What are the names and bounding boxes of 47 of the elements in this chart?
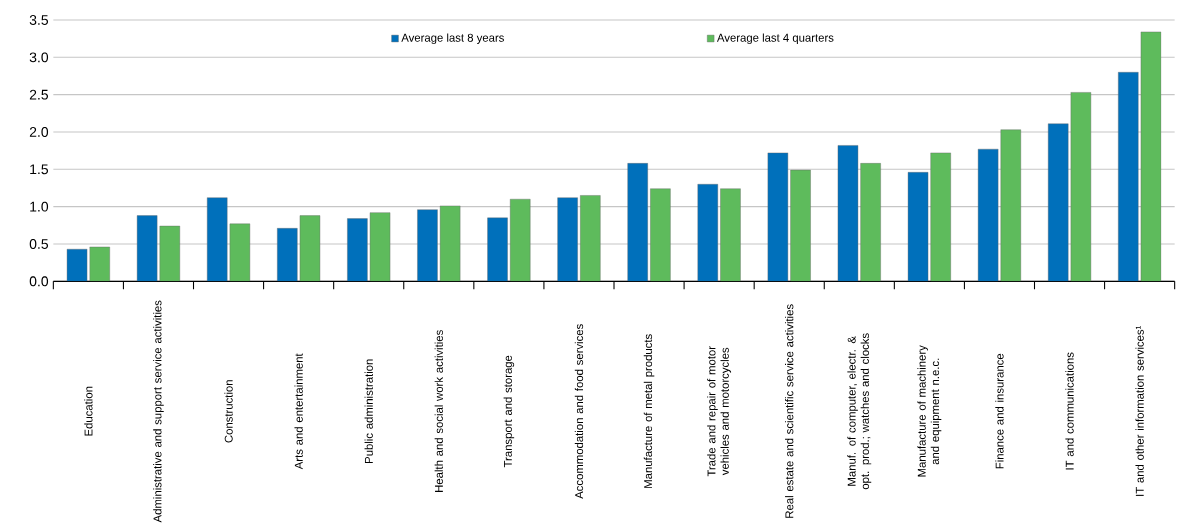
x-tick-label: IT and other information services¹ — [1135, 325, 1144, 496]
y-tick-label: 0.0 — [29, 276, 49, 287]
x-tick-label: Administrative and support service activities — [153, 300, 164, 523]
bar — [580, 195, 601, 282]
y-tick-label: 2.0 — [29, 127, 49, 137]
bar — [720, 188, 741, 282]
y-tick-label: 0.5 — [29, 239, 49, 249]
bar — [510, 198, 531, 282]
x-tick-label: Education — [84, 386, 93, 436]
bar — [930, 152, 951, 282]
y-tick-label: 3.0 — [29, 52, 49, 63]
x-tick-label: Finance and insurance — [995, 353, 1004, 469]
x-tick-label: Health and social work activities — [434, 330, 443, 492]
bar — [417, 209, 438, 282]
x-tick-label: Public administration — [364, 359, 373, 463]
bar — [1000, 129, 1021, 282]
bar — [487, 217, 508, 282]
y-tick-label: 3.5 — [29, 15, 49, 25]
x-tick-label: Manuf. of computer, electr. & opt. prod.; watches and clocks — [847, 333, 872, 490]
y-tick-label: 1.5 — [30, 164, 49, 175]
x-tick-label: Trade and repair of motor vehicles and motorcycles — [707, 346, 732, 477]
x-tick-label: Manufacture of machinery and equipment n.e.c. — [917, 345, 942, 477]
x-tick-label: Arts and entertainment — [294, 353, 303, 470]
legend-label: Average last 8 years — [401, 33, 504, 44]
bar — [627, 163, 648, 282]
y-tick-label: 2.5 — [29, 89, 49, 100]
y-tick-label: 1.0 — [30, 201, 49, 212]
bar — [1070, 92, 1092, 282]
bar — [277, 228, 298, 282]
x-tick-label: Real estate and scientific service activities — [785, 304, 794, 518]
bar — [650, 188, 671, 282]
x-tick-label: Transport and storage — [503, 355, 515, 468]
bar — [1118, 72, 1139, 282]
x-tick-label: IT and communications — [1065, 352, 1074, 470]
bar — [207, 197, 228, 282]
bar — [347, 218, 368, 282]
legend-label: Average last 4 quarters — [716, 33, 834, 44]
x-tick-label: Accommodation and food services — [574, 324, 584, 499]
bar — [860, 163, 881, 282]
bar — [790, 169, 811, 282]
x-tick-label: Construction — [224, 380, 233, 443]
bar — [159, 225, 180, 282]
bar — [557, 197, 578, 282]
bar — [697, 184, 718, 282]
bar — [1048, 123, 1069, 282]
x-tick-label: Manufacture of metal products — [643, 334, 655, 488]
bar — [89, 246, 110, 282]
